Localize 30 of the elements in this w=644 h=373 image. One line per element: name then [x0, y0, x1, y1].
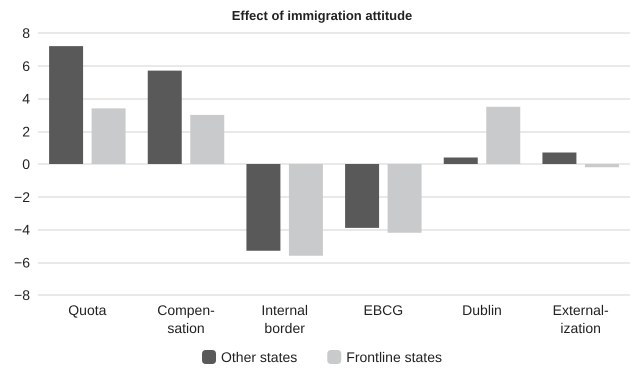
x-tick-label: External- ization — [552, 302, 610, 336]
bar — [246, 164, 280, 251]
bar — [486, 106, 520, 164]
bar — [444, 157, 478, 164]
x-tick-label: Quota — [68, 302, 107, 318]
y-tick-label: −6 — [14, 254, 30, 270]
y-tick-label: −8 — [14, 287, 30, 303]
bar — [92, 108, 126, 164]
x-tick-label: Internal border — [261, 302, 308, 336]
bar — [288, 164, 323, 256]
x-tick-label: Compen- sation — [157, 302, 216, 336]
x-tick-label: Dublin — [462, 302, 502, 318]
x-tick-label: EBCG — [363, 302, 404, 318]
y-tick-label: 8 — [22, 25, 30, 41]
bar — [345, 164, 380, 228]
bar — [542, 152, 576, 164]
y-tick-label: 6 — [22, 58, 30, 74]
y-tick-label: 2 — [22, 123, 30, 140]
chart-title: Effect of immigration attitude — [232, 8, 412, 23]
y-tick-label: −4 — [14, 222, 30, 238]
y-tick-label: 0 — [22, 156, 30, 172]
legend-label: Frontline states — [346, 349, 442, 365]
legend-label: Other states — [221, 349, 298, 365]
y-tick-label: −2 — [14, 188, 30, 205]
bar — [190, 114, 224, 164]
bar — [49, 46, 84, 164]
bar — [148, 70, 182, 164]
bar — [584, 164, 619, 168]
y-tick-label: 4 — [22, 90, 30, 106]
bar — [388, 164, 422, 233]
